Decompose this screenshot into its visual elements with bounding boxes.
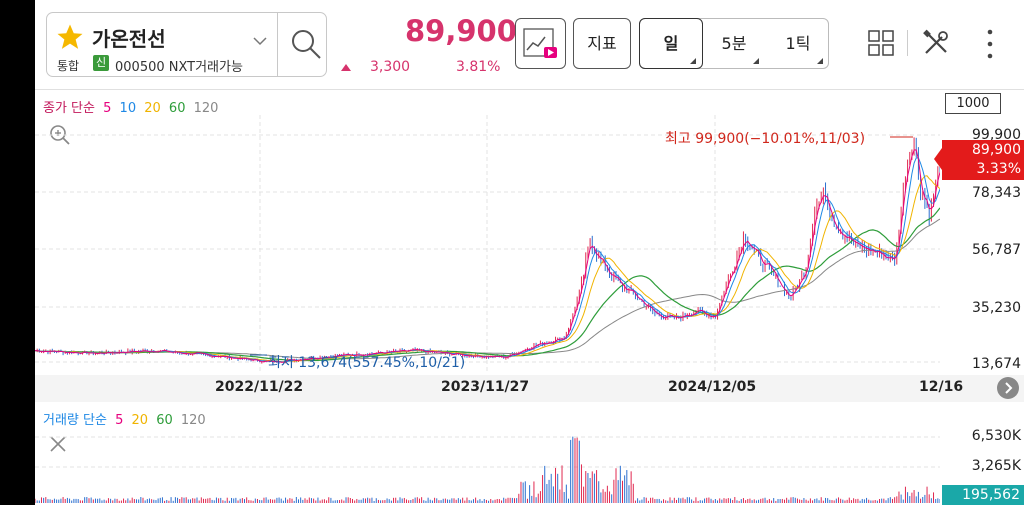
corner-mark [753, 58, 759, 64]
chevron-right-icon [1005, 382, 1013, 394]
chart-play-icon [523, 28, 557, 58]
ma-legend: 종가 단순 5 10 20 60 120 [43, 97, 222, 116]
indicator-button[interactable]: 지표 [573, 18, 631, 69]
tag-pct: 3.33% [976, 161, 1021, 177]
layout-grid-icon[interactable] [868, 30, 894, 56]
current-price: 89,900 [405, 14, 517, 48]
y-label: 99,900 [972, 127, 1021, 143]
current-volume-tag: 195,562 [942, 485, 1024, 505]
y-label: 35,230 [972, 300, 1021, 316]
tag-arrow [934, 148, 942, 170]
up-triangle-icon [341, 64, 351, 71]
date-label: 2024/12/05 [668, 379, 757, 395]
stock-name: 가온전선 [92, 27, 166, 51]
volume-legend-item: 5 [115, 413, 124, 428]
corner-mark [817, 58, 823, 64]
scroll-right-button[interactable] [997, 377, 1019, 399]
close-icon[interactable] [49, 435, 67, 453]
search-icon[interactable] [289, 27, 323, 61]
low-annotation: 최저 13,674(557.45%,10/21) [268, 355, 466, 371]
volume-legend: 거래량 단순 5 20 60 120 [43, 409, 210, 428]
ma-legend-item: 10 [119, 101, 137, 116]
x-axis-bar[interactable] [35, 375, 1024, 402]
market-label: 통합 [57, 59, 80, 73]
chevron-down-icon[interactable] [253, 37, 267, 46]
stock-selector[interactable]: 가온전선 통합 신 000500 NXT거래가능 [46, 12, 327, 77]
date-label: 2022/11/22 [215, 379, 304, 395]
divider [277, 13, 278, 76]
more-vertical-icon[interactable] [985, 28, 995, 60]
volume-y-label: 6,530K [971, 428, 1021, 444]
period-1tick[interactable]: 1틱 [785, 34, 811, 53]
unit-box[interactable]: 1000 [945, 93, 1001, 114]
volume-legend-item: 20 [131, 413, 149, 428]
new-badge: 신 [93, 55, 109, 71]
ma120-line [35, 218, 940, 360]
current-price-tag: 89,900 3.33% [934, 140, 1024, 180]
volume-gridlines [35, 436, 940, 468]
volume-chart[interactable] [35, 425, 940, 505]
stock-code: 000500 NXT거래가능 [115, 60, 243, 75]
date-label: 12/16 [919, 379, 964, 395]
ma-legend-item: 120 [193, 101, 219, 116]
candles [36, 137, 940, 364]
price-chart[interactable] [35, 115, 940, 373]
volume-y-label: 3,265K [971, 458, 1021, 474]
y-label: 56,787 [972, 242, 1021, 258]
date-label: 2023/11/27 [441, 379, 530, 395]
price-change: 3,300 [370, 59, 411, 75]
volume-legend-prefix: 거래량 단순 [43, 413, 107, 428]
y-label: 13,674 [972, 356, 1021, 372]
zoom-in-icon[interactable] [49, 124, 71, 146]
ma-legend-item: 20 [144, 101, 161, 116]
chart-type-button[interactable] [515, 18, 566, 69]
ma-legend-item: 5 [103, 101, 112, 116]
stock-chart-app: 가온전선 통합 신 000500 NXT거래가능 89,900 3,300 3.… [35, 0, 1024, 505]
chart-gridlines [35, 115, 940, 373]
header-divider [35, 89, 1024, 90]
favorite-star-icon[interactable] [55, 22, 85, 52]
period-day[interactable]: 일 [639, 18, 703, 69]
tools-icon[interactable] [922, 29, 950, 57]
y-label: 78,343 [972, 185, 1021, 201]
ma5-line [35, 149, 940, 363]
corner-mark [690, 58, 696, 64]
volume-legend-item: 120 [180, 413, 206, 428]
volume-legend-item: 60 [156, 413, 173, 428]
tag-price: 89,900 [972, 142, 1021, 158]
ma-legend-item: 60 [168, 101, 186, 116]
divider [907, 30, 908, 56]
period-5min[interactable]: 5분 [721, 34, 747, 53]
high-annotation: 최고 99,900(−10.01%,11/03) [665, 131, 866, 147]
volume-bars [35, 436, 940, 503]
period-selector: 일 5분 1틱 [639, 18, 829, 69]
price-change-pct: 3.81% [456, 59, 501, 75]
ma-legend-prefix: 종가 단순 [43, 101, 95, 116]
